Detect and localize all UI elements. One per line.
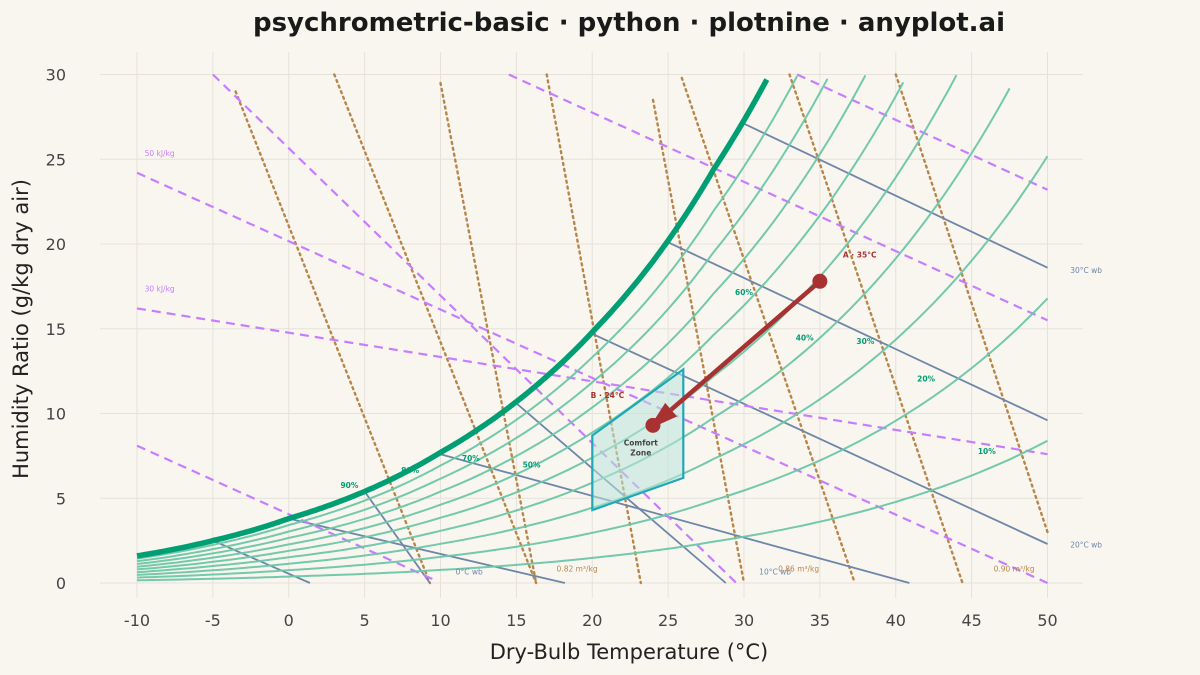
wet-bulb-label: 0°C wb xyxy=(456,568,483,577)
wet-bulb-label: 10°C wb xyxy=(759,568,791,577)
process-arrow-line xyxy=(669,279,822,412)
state-point-b-label: B · 24°C xyxy=(591,391,625,400)
process-group: A · 35°C B · 24°C xyxy=(591,250,877,433)
comfort-zone-label-2: Zone xyxy=(630,448,651,457)
specific-volume-line xyxy=(439,81,538,585)
enthalpy-line xyxy=(212,73,738,584)
rh-curve xyxy=(136,78,829,563)
wet-bulb-line xyxy=(743,122,1048,269)
rh-label: 20% xyxy=(917,374,935,383)
y-tick-label: 0 xyxy=(56,574,66,593)
x-tick-label: -5 xyxy=(205,611,221,630)
x-tick-label: 25 xyxy=(658,611,678,630)
enthalpy-line xyxy=(136,171,1048,585)
saturation-curve xyxy=(136,78,770,559)
x-tick-label: 10 xyxy=(430,611,450,630)
state-point-a xyxy=(812,273,828,289)
enthalpy-label: 30 kJ/kg xyxy=(145,284,175,293)
x-tick-label: 15 xyxy=(506,611,526,630)
x-tick-label: 35 xyxy=(810,611,830,630)
wet-bulb-line xyxy=(667,241,1048,422)
wet-bulb-lines xyxy=(212,122,1048,584)
x-tick-label: 20 xyxy=(582,611,602,630)
enthalpy-line xyxy=(508,73,1048,322)
rh-curves xyxy=(136,74,1049,582)
rh-curve xyxy=(136,439,1048,582)
rh-label: 70% xyxy=(462,454,480,463)
saturation-curve-group xyxy=(136,78,770,559)
y-axis-label: Humidity Ratio (g/kg dry air) xyxy=(9,179,33,479)
enthalpy-line xyxy=(136,307,1048,456)
rh-curve xyxy=(136,297,1049,579)
wet-bulb-label: 20°C wb xyxy=(1070,540,1102,549)
wet-bulb-line xyxy=(288,517,566,584)
rh-curve xyxy=(136,74,867,565)
rh-label: 60% xyxy=(735,288,753,297)
x-tick-label: 40 xyxy=(886,611,906,630)
x-tick-label: -10 xyxy=(124,611,150,630)
rh-label: 30% xyxy=(856,337,874,346)
enthalpy-line xyxy=(136,444,438,583)
specific-volume-label: 0.82 m³/kg xyxy=(557,565,598,574)
enthalpy-label: 50 kJ/kg xyxy=(145,149,175,158)
specific-volume-line xyxy=(894,73,1049,534)
x-tick-label: 5 xyxy=(360,611,370,630)
state-point-b xyxy=(645,417,661,433)
specific-volume-label: 0.86 m³/kg xyxy=(778,565,819,574)
enthalpy-lines xyxy=(136,73,1048,585)
y-tick-label: 10 xyxy=(46,405,66,424)
y-tick-label: 15 xyxy=(46,320,66,339)
specific-volume-line xyxy=(234,90,432,585)
line-labels: 0.82 m³/kg 0.86 m³/kg 0.90 m³/kg 30°C wb 20°… xyxy=(145,149,1103,577)
rh-curve xyxy=(136,75,798,560)
y-tick-label: 20 xyxy=(46,235,66,254)
y-tick-label: 25 xyxy=(46,150,66,169)
wet-bulb-line xyxy=(440,453,910,584)
rh-curve xyxy=(136,81,905,568)
wet-bulb-line xyxy=(591,332,1048,545)
rh-label: 80% xyxy=(401,466,419,475)
enthalpy-line xyxy=(796,73,1048,191)
rh-label: 40% xyxy=(796,334,814,343)
y-tick-label: 30 xyxy=(46,66,66,85)
specific-volume-line xyxy=(651,98,746,585)
chart-title: psychrometric-basic · python · plotnine … xyxy=(253,8,1005,38)
tick-labels: -10 -5 0 5 10 15 20 25 30 35 40 45 50 0 5 10 15 20 25 30 xyxy=(46,66,1058,631)
x-tick-label: 50 xyxy=(1037,611,1057,630)
rh-label: 10% xyxy=(978,447,996,456)
x-axis-label: Dry-Bulb Temperature (°C) xyxy=(490,640,769,664)
rh-label: 90% xyxy=(340,481,358,490)
rh-curve xyxy=(136,87,1011,574)
x-tick-label: 30 xyxy=(734,611,754,630)
x-tick-label: 0 xyxy=(284,611,294,630)
rh-label: 50% xyxy=(523,461,541,470)
comfort-zone-label: Comfort xyxy=(624,438,659,447)
state-point-a-label: A · 35°C xyxy=(843,250,877,259)
wet-bulb-label: 30°C wb xyxy=(1070,266,1102,275)
x-tick-label: 45 xyxy=(961,611,981,630)
comfort-zone-polygon xyxy=(591,367,685,512)
specific-volume-label: 0.90 m³/kg xyxy=(994,565,1035,574)
y-tick-label: 5 xyxy=(56,489,66,508)
